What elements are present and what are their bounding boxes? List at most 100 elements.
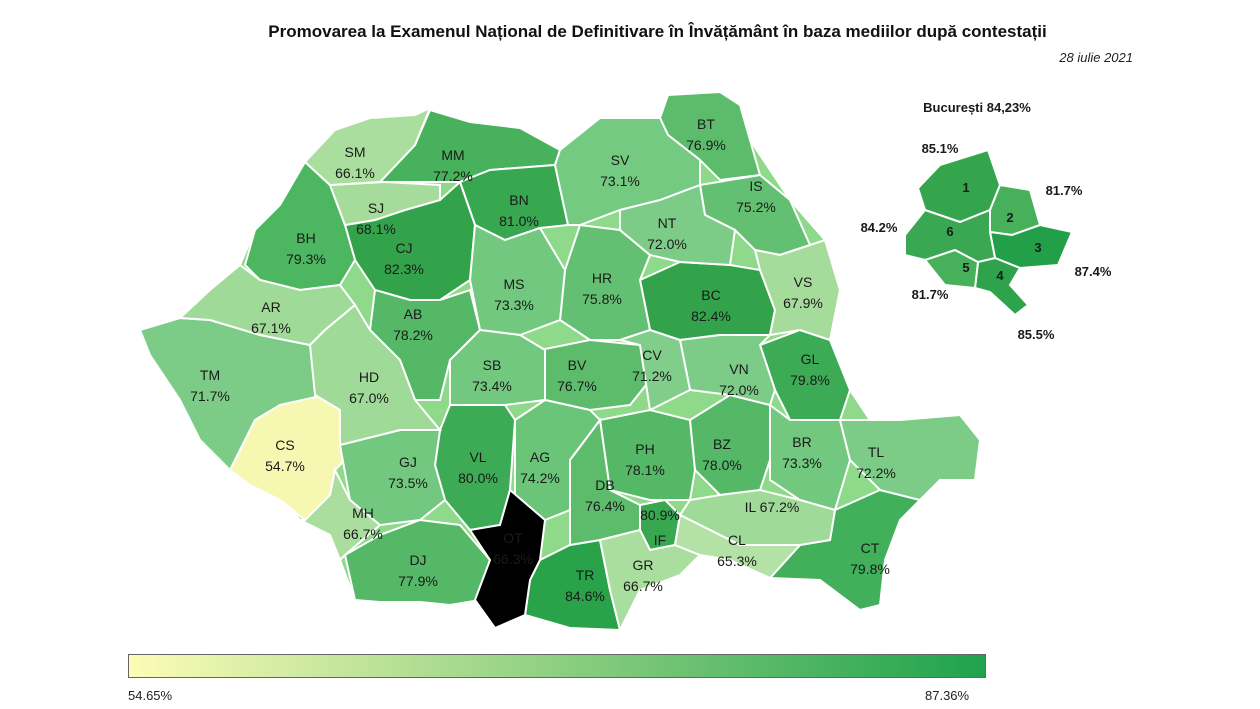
county-code-hd: HD (359, 369, 379, 385)
county-code-tm: TM (200, 367, 220, 383)
county-value-db: 76.4% (585, 498, 625, 514)
map-title: Promovarea la Examenul Național de Defin… (268, 22, 1047, 41)
map-date: 28 iulie 2021 (1059, 50, 1133, 65)
legend-color-scale (128, 654, 986, 678)
county-value-tl: 72.2% (856, 465, 896, 481)
county-value-tr: 84.6% (565, 588, 605, 604)
county-value-is: 75.2% (736, 199, 776, 215)
sector-1-value: 85.1% (922, 141, 959, 156)
county-code-vl: VL (469, 449, 486, 465)
sector-4 (973, 256, 1030, 317)
county-code-ot: OT (503, 530, 523, 546)
county-code-bt: BT (697, 116, 715, 132)
county-value-bn: 81.0% (499, 213, 539, 229)
county-code-sv: SV (611, 152, 630, 168)
region-mh (299, 466, 382, 562)
county-label-if: 80.9% (640, 507, 680, 523)
county-value-sb: 73.4% (472, 378, 512, 394)
county-code-is: IS (749, 178, 762, 194)
county-code-cv: CV (642, 347, 662, 363)
county-value-gl: 79.8% (790, 372, 830, 388)
sector-6-value: 84.2% (861, 220, 898, 235)
county-code-br: BR (792, 434, 811, 450)
legend-max-label: 87.36% (925, 688, 970, 703)
sector-5-number: 5 (962, 260, 969, 275)
county-code-tl: TL (868, 444, 885, 460)
sector-1-number: 1 (962, 180, 969, 195)
romania-map: SM 66.1% MM 77.2% BT 76.9% SV 73.1% SJ 68.1% BN 81.… (138, 90, 1112, 633)
county-code-mm: MM (441, 147, 464, 163)
sector-2-number: 2 (1006, 210, 1013, 225)
county-value-hr: 75.8% (582, 291, 622, 307)
sector-3-number: 3 (1034, 240, 1041, 255)
county-value-vs: 67.9% (783, 295, 823, 311)
county-value-vn: 72.0% (719, 382, 759, 398)
sector-4-value: 85.5% (1018, 327, 1055, 342)
legend-min-label: 54.65% (128, 688, 173, 703)
county-code-cl: CL (728, 532, 746, 548)
county-value-bv: 76.7% (557, 378, 597, 394)
county-value-gr: 66.7% (623, 578, 663, 594)
county-value-bz: 78.0% (702, 457, 742, 473)
county-code-if: IF (654, 532, 666, 548)
region-vs (753, 238, 842, 342)
county-value-ot: 66.3% (493, 551, 533, 567)
county-code-ab: AB (404, 306, 423, 322)
county-code-db: DB (595, 477, 614, 493)
county-code-gj: GJ (399, 454, 417, 470)
region-sm (303, 106, 432, 187)
county-value-mm: 77.2% (433, 168, 473, 184)
county-value-bc: 82.4% (691, 308, 731, 324)
county-code-dj: DJ (409, 552, 426, 568)
region-ot (468, 488, 547, 630)
region-sb (449, 328, 546, 406)
region-db (569, 417, 641, 547)
sector-5-value: 81.7% (912, 287, 949, 302)
county-code-sj: SJ (368, 200, 384, 216)
county-code-sm: SM (345, 144, 366, 160)
county-regions (138, 90, 982, 633)
region-nt (619, 183, 737, 267)
county-value-ag: 74.2% (520, 470, 560, 486)
region-br (769, 403, 852, 512)
county-value-ar: 67.1% (251, 320, 291, 336)
county-code-mh: MH (352, 505, 374, 521)
county-code-ag: AG (530, 449, 550, 465)
county-code-cs: CS (275, 437, 294, 453)
county-code-hr: HR (592, 270, 612, 286)
county-code-tr: TR (576, 567, 595, 583)
region-bh (243, 160, 357, 292)
county-code-bz: BZ (713, 436, 731, 452)
county-value-sv: 73.1% (600, 173, 640, 189)
county-value-cs: 54.7% (265, 458, 305, 474)
county-code-ct: CT (861, 540, 880, 556)
county-value-cj: 82.3% (384, 261, 424, 277)
region-cv (616, 328, 692, 412)
county-value-ms: 73.3% (494, 297, 534, 313)
region-ph (598, 408, 697, 501)
county-value-br: 73.3% (782, 455, 822, 471)
county-code-bh: BH (296, 230, 315, 246)
county-value-cv: 71.2% (632, 368, 672, 384)
county-value-tm: 71.7% (190, 388, 230, 404)
county-code-sb: SB (483, 357, 502, 373)
county-code-bn: BN (509, 192, 528, 208)
county-code-nt: NT (658, 215, 677, 231)
sector-6 (904, 208, 997, 264)
county-value-bh: 79.3% (286, 251, 326, 267)
county-value-sm: 66.1% (335, 165, 375, 181)
county-value-ab: 78.2% (393, 327, 433, 343)
county-code-vn: VN (729, 361, 748, 377)
county-value-nt: 72.0% (647, 236, 687, 252)
sector-6-number: 6 (946, 224, 953, 239)
sector-3-value: 87.4% (1075, 264, 1112, 279)
county-code-ar: AR (261, 299, 280, 315)
county-value-sj: 68.1% (356, 221, 396, 237)
region-gr (598, 528, 702, 633)
region-ar (177, 263, 357, 347)
region-vn (678, 334, 777, 407)
county-value-ct: 79.8% (850, 561, 890, 577)
county-value-ph: 78.1% (625, 462, 665, 478)
county-code-ms: MS (504, 276, 525, 292)
county-value-mh: 66.7% (343, 526, 383, 542)
